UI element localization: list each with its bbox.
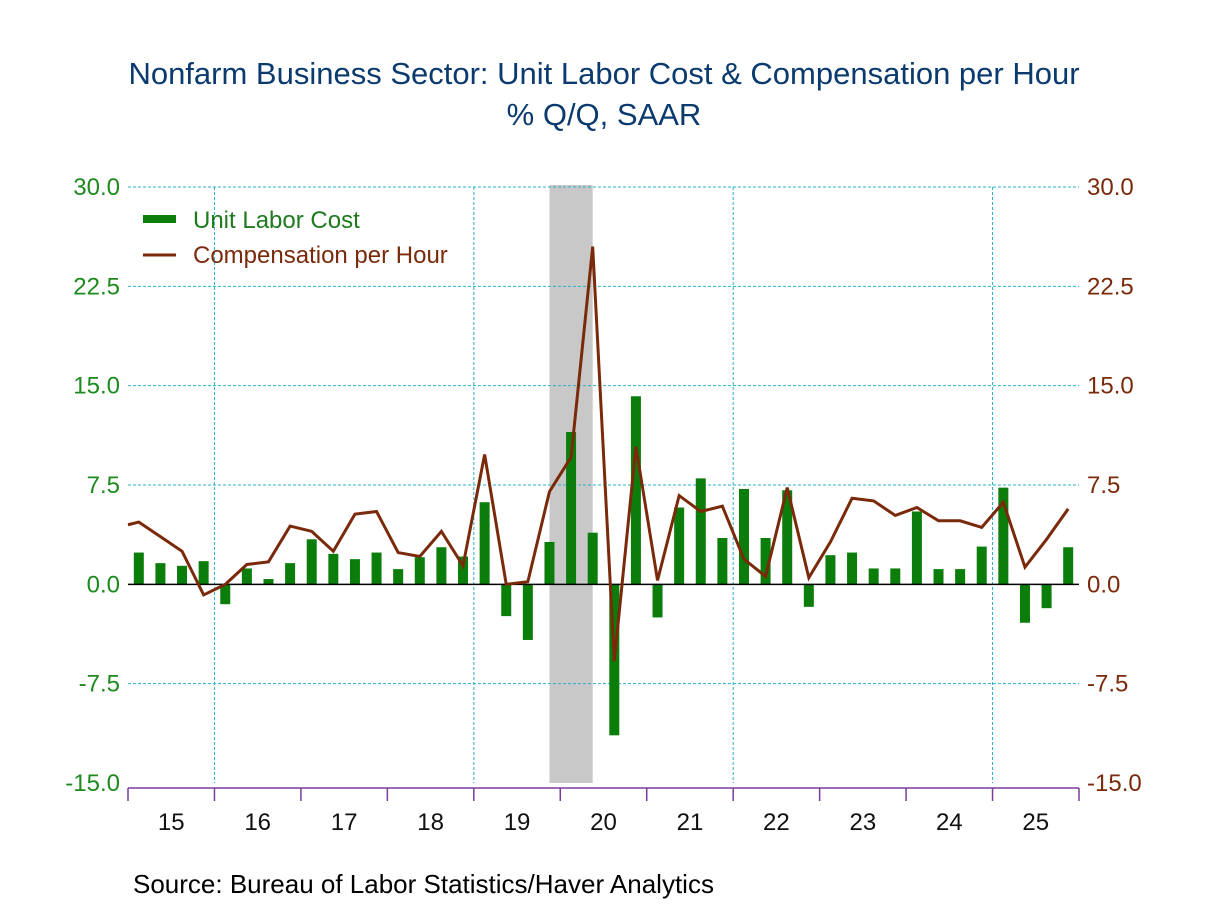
bar-2015Q2 <box>155 563 166 585</box>
y-tick-label-left: 30.0 <box>73 174 120 201</box>
bar-2019Q4 <box>544 541 555 585</box>
bar-2023Q4 <box>890 568 901 585</box>
bar-2023Q1 <box>825 555 836 585</box>
bar-2019Q1 <box>479 502 490 585</box>
bar-2017Q1 <box>306 539 317 585</box>
bar-2025Q3 <box>1041 584 1052 609</box>
bar-2023Q3 <box>868 568 879 585</box>
y-tick-label-left: 15.0 <box>73 373 120 400</box>
bar-2020Q4 <box>630 396 641 585</box>
bar-2021Q3 <box>695 478 706 585</box>
bar-2022Q4 <box>803 584 814 607</box>
legend-swatch-unit-labor-cost <box>143 215 176 223</box>
bar-2024Q1 <box>911 511 922 585</box>
bar-2021Q4 <box>717 537 728 585</box>
compensation-line <box>127 246 1070 662</box>
bar-2024Q2 <box>933 569 944 585</box>
bar-2015Q4 <box>198 561 209 585</box>
bar-2016Q4 <box>285 563 296 585</box>
source-note: Source: Bureau of Labor Statistics/Haver… <box>133 869 714 899</box>
chart-subtitle: % Q/Q, SAAR <box>507 97 702 132</box>
bar-2019Q2 <box>501 584 512 617</box>
bar-2022Q3 <box>782 490 793 585</box>
y-tick-label-left: -15.0 <box>65 770 120 797</box>
bar-2024Q4 <box>976 546 987 585</box>
x-tick-label: 18 <box>417 809 444 836</box>
x-tick-label: 17 <box>331 809 358 836</box>
y-tick-label-right: -15.0 <box>1087 770 1142 797</box>
bar-2024Q3 <box>955 569 966 585</box>
bar-2017Q2 <box>328 553 339 585</box>
y-tick-label-left: 22.5 <box>73 273 120 300</box>
x-tick-label: 22 <box>763 809 790 836</box>
x-tick-label: 21 <box>677 809 704 836</box>
bar-2018Q2 <box>414 557 425 585</box>
y-tick-label-right: 7.5 <box>1087 472 1120 499</box>
chart-title: Nonfarm Business Sector: Unit Labor Cost… <box>128 56 1079 91</box>
bar-2021Q1 <box>652 584 663 618</box>
bar-2017Q4 <box>371 552 382 585</box>
y-tick-label-right: 0.0 <box>1087 571 1120 598</box>
x-tick-label: 25 <box>1022 809 1049 836</box>
bar-2016Q1 <box>220 584 231 605</box>
bar-2015Q1 <box>133 552 144 585</box>
bar-2021Q2 <box>674 507 685 585</box>
line-series-compensation-per-hour <box>127 246 1070 662</box>
legend-label-unit-labor-cost: Unit Labor Cost <box>193 207 360 234</box>
x-tick-label: 15 <box>158 809 185 836</box>
bar-2025Q1 <box>998 487 1009 585</box>
y-tick-label-right: 15.0 <box>1087 373 1134 400</box>
grid-layer <box>128 186 1079 783</box>
bar-2018Q4 <box>458 556 469 585</box>
bar-2022Q1 <box>738 488 749 585</box>
x-tick-label: 24 <box>936 809 963 836</box>
x-tick-label: 23 <box>850 809 877 836</box>
bar-2023Q2 <box>847 552 858 585</box>
y-tick-label-right: -7.5 <box>1087 671 1128 698</box>
bar-2022Q2 <box>760 537 771 585</box>
bar-2017Q3 <box>349 559 360 585</box>
x-tick-label: 20 <box>590 809 617 836</box>
bar-2018Q3 <box>436 547 447 585</box>
y-tick-label-left: -7.5 <box>79 671 120 698</box>
y-axis-right: 30.0 22.5 15.0 7.5 0.0 -7.5 -15.0 <box>1087 174 1142 797</box>
legend: Unit Labor Cost Compensation per Hour <box>143 207 448 269</box>
bar-2025Q4 <box>1063 547 1074 585</box>
bar-2025Q2 <box>1019 584 1030 623</box>
bar-2016Q2 <box>241 568 252 585</box>
y-tick-label-left: 7.5 <box>87 472 120 499</box>
bar-2020Q1 <box>566 432 577 585</box>
y-tick-label-right: 22.5 <box>1087 273 1134 300</box>
bar-2015Q3 <box>177 565 188 585</box>
bar-2016Q3 <box>263 579 274 585</box>
bar-2018Q1 <box>393 569 404 585</box>
bar-2019Q3 <box>522 584 533 640</box>
bar-2020Q2 <box>587 532 598 585</box>
y-tick-label-left: 0.0 <box>87 571 120 598</box>
legend-label-compensation-per-hour: Compensation per Hour <box>193 242 448 269</box>
x-tick-label: 19 <box>504 809 531 836</box>
x-axis: 15 16 17 18 19 20 21 22 23 24 25 <box>127 787 1080 836</box>
x-tick-label: 16 <box>244 809 271 836</box>
y-axis-left: 30.0 22.5 15.0 7.5 0.0 -7.5 -15.0 <box>65 174 120 797</box>
y-tick-label-right: 30.0 <box>1087 174 1134 201</box>
